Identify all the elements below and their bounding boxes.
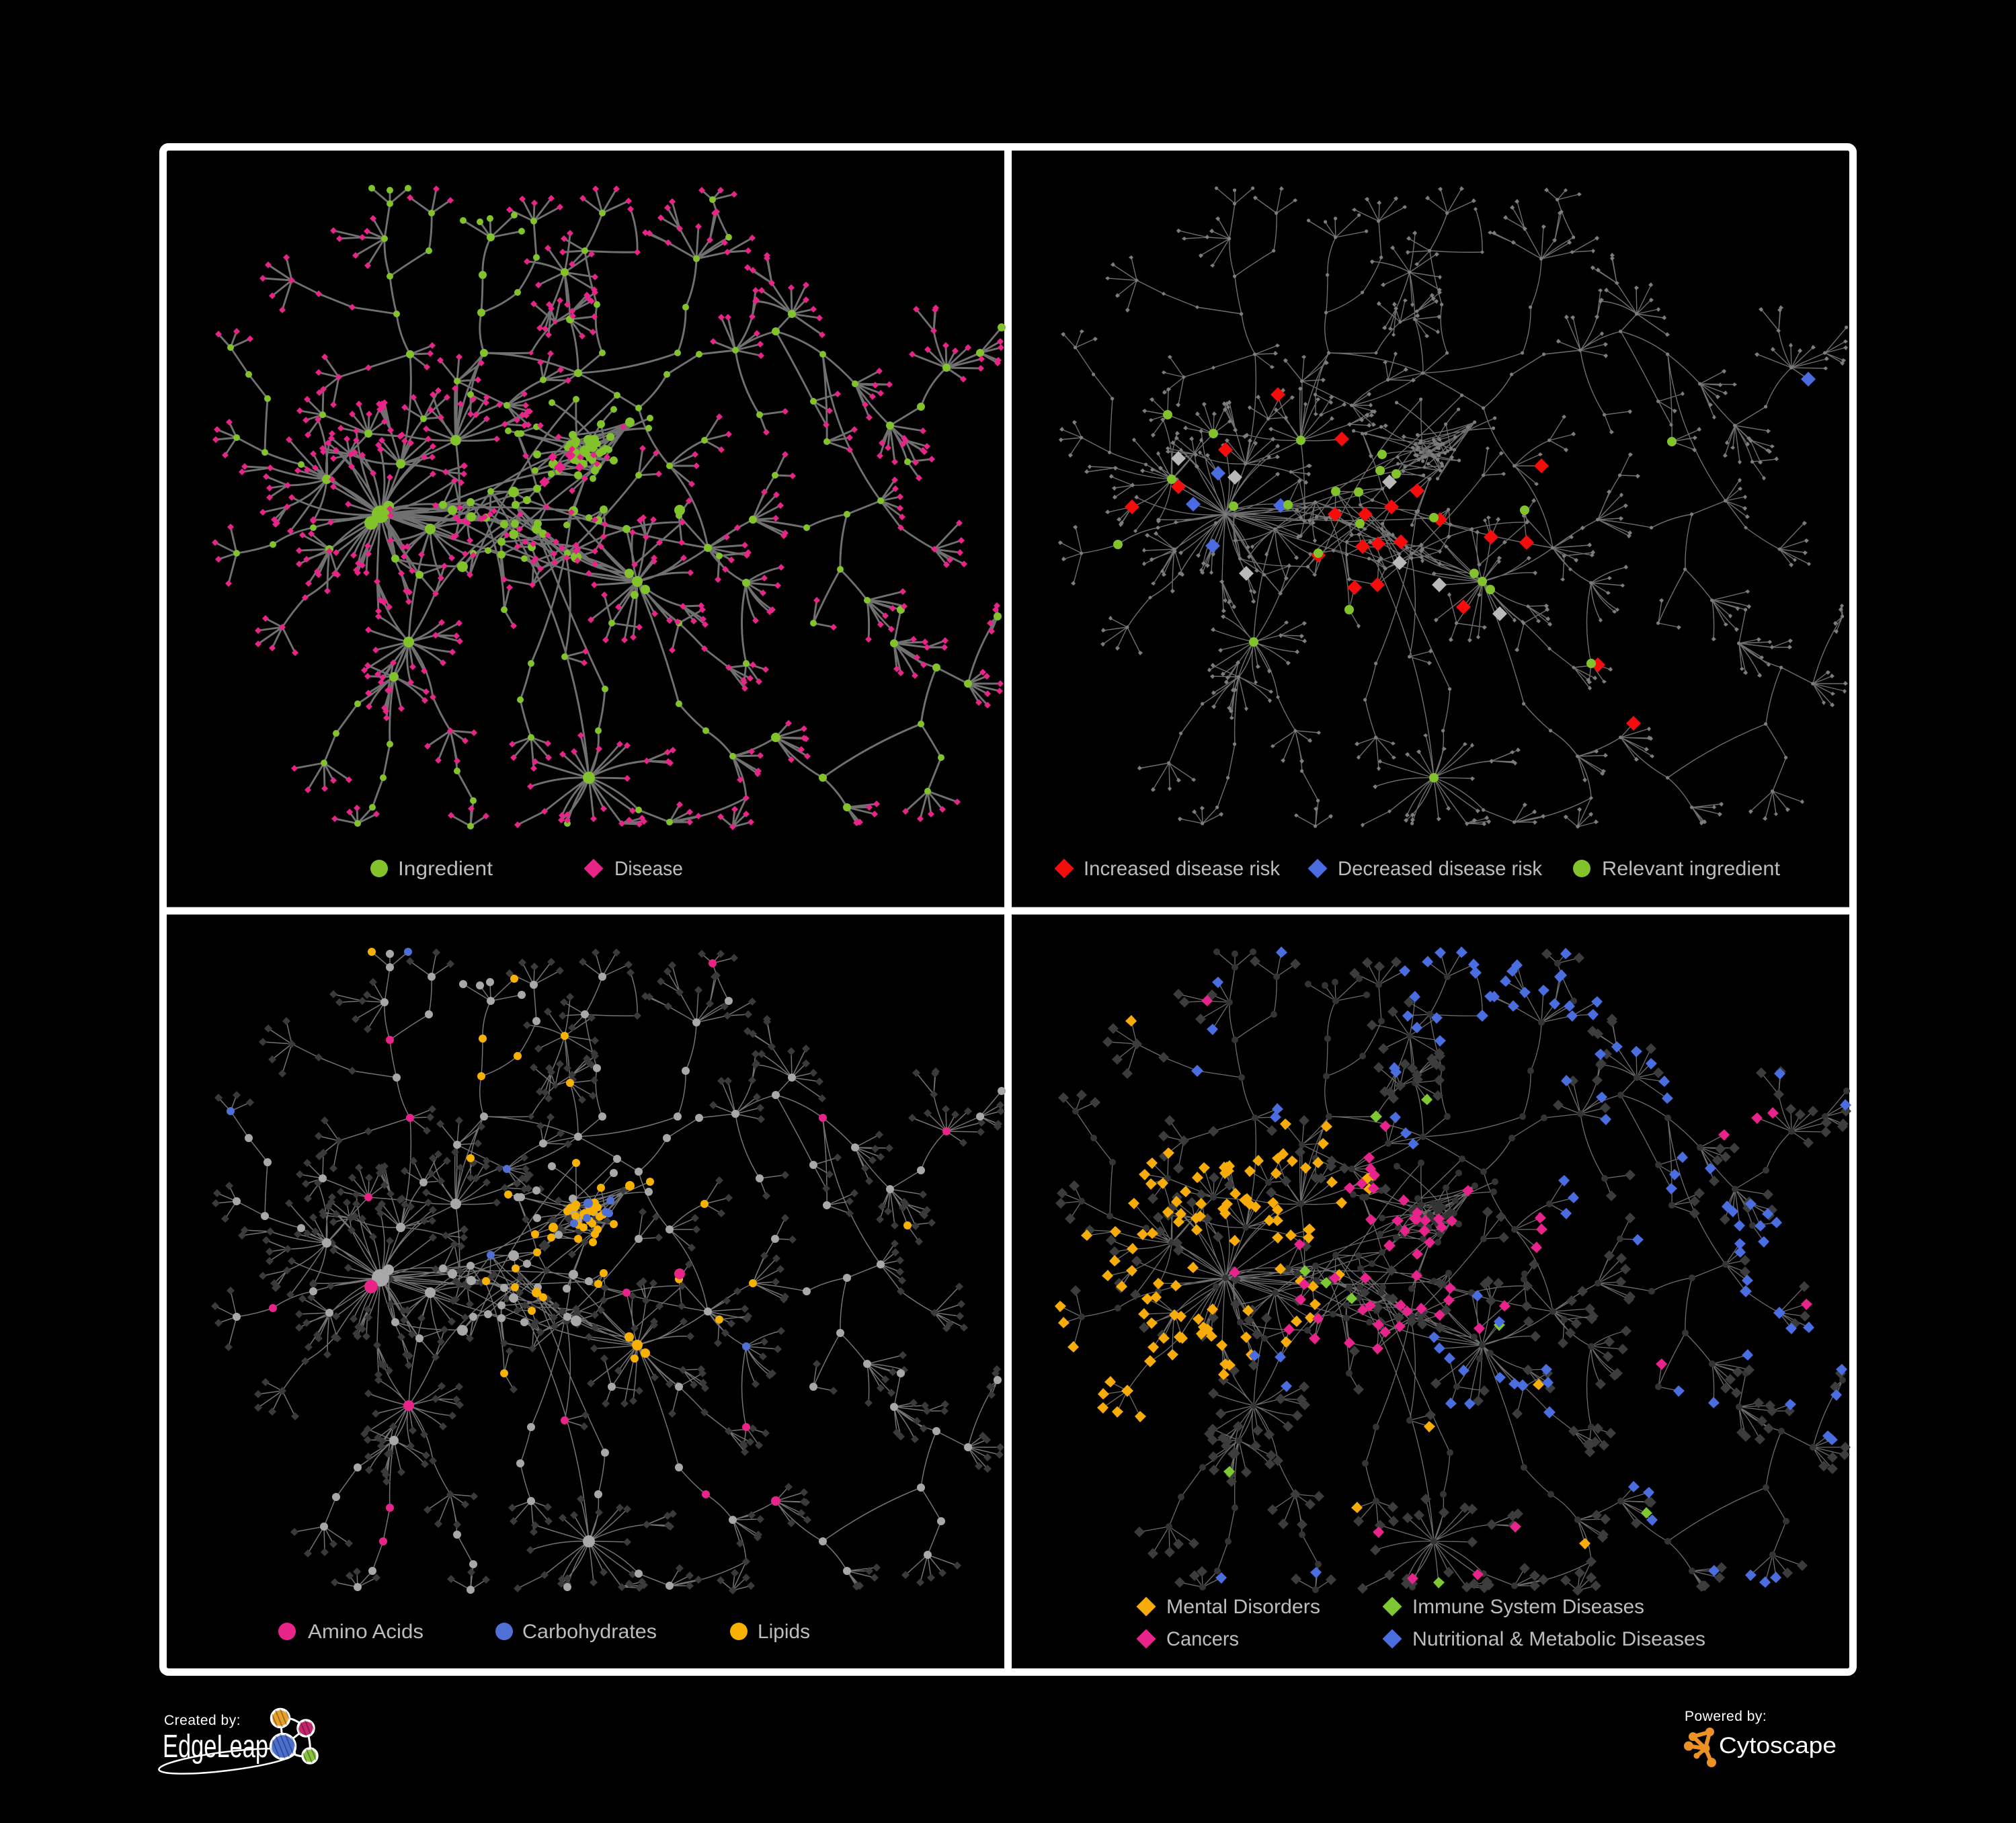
svg-text:Nutritional & Metabolic Diseas: Nutritional & Metabolic Diseases [1412,1628,1705,1650]
svg-text:Disease: Disease [614,858,683,880]
svg-text:Ingredient: Ingredient [398,858,493,880]
svg-text:Decreased disease risk: Decreased disease risk [1338,858,1543,880]
svg-text:Cytoscape: Cytoscape [1719,1733,1837,1758]
svg-text:Cancers: Cancers [1166,1628,1239,1650]
svg-text:Mental Disorders: Mental Disorders [1166,1596,1320,1618]
svg-text:Created by:: Created by: [164,1713,241,1728]
svg-text:Amino Acids: Amino Acids [308,1621,424,1643]
svg-text:Powered by:: Powered by: [1685,1709,1767,1724]
svg-text:Lipids: Lipids [758,1621,810,1643]
svg-text:Carbohydrates: Carbohydrates [522,1621,657,1643]
svg-text:EdgeLeap: EdgeLeap [163,1729,268,1765]
svg-text:Relevant ingredient: Relevant ingredient [1602,858,1781,880]
svg-text:Increased disease risk: Increased disease risk [1084,858,1281,880]
svg-text:Immune System Diseases: Immune System Diseases [1412,1596,1644,1618]
